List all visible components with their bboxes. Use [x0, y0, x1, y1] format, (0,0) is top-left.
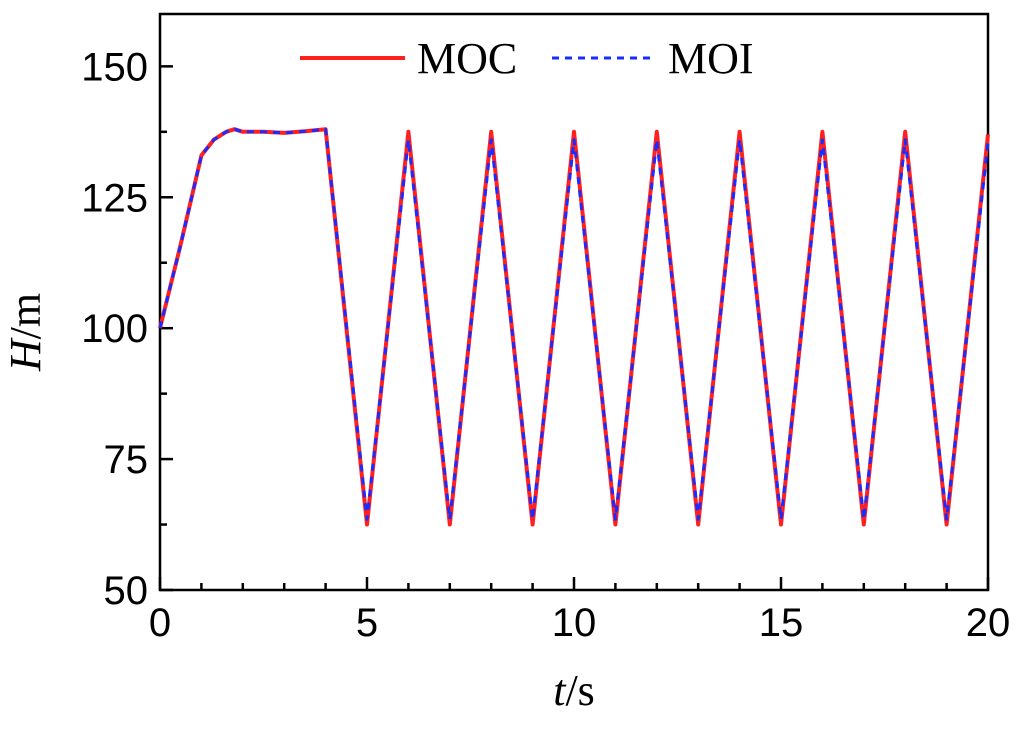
x-tick-label: 5: [356, 601, 378, 645]
x-axis-var: t: [553, 666, 567, 715]
y-axis-title: H/m: [1, 293, 50, 372]
y-tick-label: 150: [81, 45, 148, 89]
legend: MOC MOI: [300, 34, 754, 83]
legend-label-moi: MOI: [668, 34, 754, 83]
y-tick-label: 50: [104, 569, 149, 613]
y-axis-unit: /m: [1, 293, 50, 339]
series-line-moi: [158, 127, 990, 521]
x-tick-label: 0: [149, 601, 171, 645]
x-tick-label: 15: [759, 601, 804, 645]
legend-label-moc: MOC: [417, 34, 517, 83]
y-tick-label: 125: [81, 176, 148, 220]
plot-frame: [158, 12, 990, 592]
y-axis-var: H: [1, 337, 50, 372]
x-axis-title: t/s: [553, 666, 595, 715]
x-tick-label: 20: [966, 601, 1011, 645]
x-tick-label: 10: [552, 601, 597, 645]
y-tick-label: 100: [81, 307, 148, 351]
x-axis-unit: /s: [565, 666, 594, 715]
series-line-moc: [158, 127, 990, 527]
y-tick-label: 75: [104, 438, 149, 482]
